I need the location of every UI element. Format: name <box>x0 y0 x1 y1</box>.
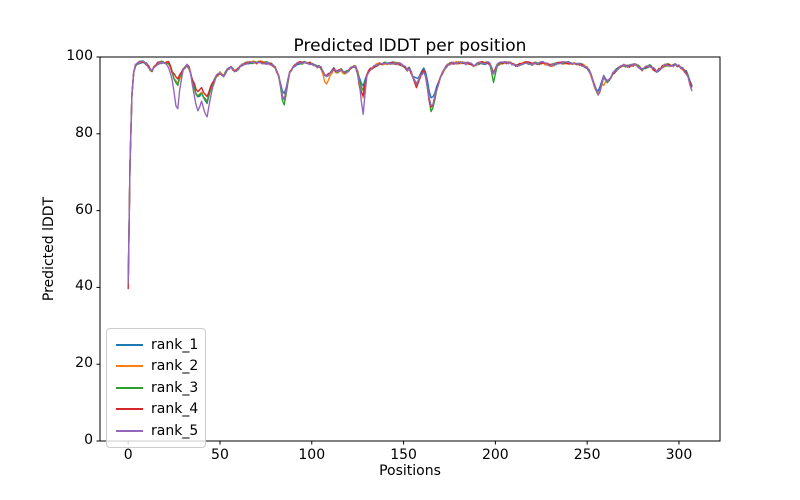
legend: rank_1 rank_2 rank_3 rank_4 rank_5 <box>106 328 206 448</box>
x-tick-label: 300 <box>665 447 693 463</box>
x-tick-label: 150 <box>390 447 417 463</box>
series-line-rank_1 <box>127 60 693 285</box>
legend-item-rank_1: rank_1 <box>116 334 199 356</box>
y-tick-label: 80 <box>75 124 93 141</box>
series-line-rank_3 <box>127 60 693 285</box>
x-axis-label: Positions <box>379 463 441 479</box>
x-tick-label: 200 <box>481 447 509 463</box>
series-line-rank_4 <box>127 60 693 290</box>
y-tick-label: 60 <box>75 201 93 218</box>
chart-title: Predicted lDDT per position <box>293 36 527 56</box>
legend-line-icon <box>116 386 143 389</box>
x-tick-label: 100 <box>298 447 326 463</box>
legend-line-icon <box>116 365 143 368</box>
x-tick-label: 250 <box>573 447 601 463</box>
y-tick-label: 100 <box>66 48 93 64</box>
legend-line-icon <box>116 429 143 432</box>
legend-item-rank_3: rank_3 <box>116 377 199 399</box>
y-tick-label: 0 <box>84 432 93 448</box>
legend-item-label: rank_5 <box>151 422 199 439</box>
y-tick-label: 40 <box>75 278 93 295</box>
legend-line-icon <box>116 408 143 411</box>
x-tick-label: 0 <box>123 447 133 463</box>
series-line-rank_2 <box>127 60 693 285</box>
legend-item-rank_2: rank_2 <box>116 356 199 378</box>
legend-item-label: rank_3 <box>151 379 199 396</box>
tick-marks <box>96 56 680 445</box>
series-line-rank_5 <box>127 60 693 285</box>
legend-item-label: rank_1 <box>151 336 199 353</box>
legend-line-icon <box>116 343 143 346</box>
axis-frame <box>99 56 721 442</box>
legend-item-label: rank_4 <box>151 401 199 418</box>
legend-item-rank_4: rank_4 <box>116 399 199 421</box>
x-tick-label: 50 <box>211 447 229 463</box>
series-lines <box>127 60 693 290</box>
y-tick-label: 20 <box>75 355 93 372</box>
legend-item-label: rank_2 <box>151 358 199 375</box>
legend-item-rank_5: rank_5 <box>116 420 199 442</box>
